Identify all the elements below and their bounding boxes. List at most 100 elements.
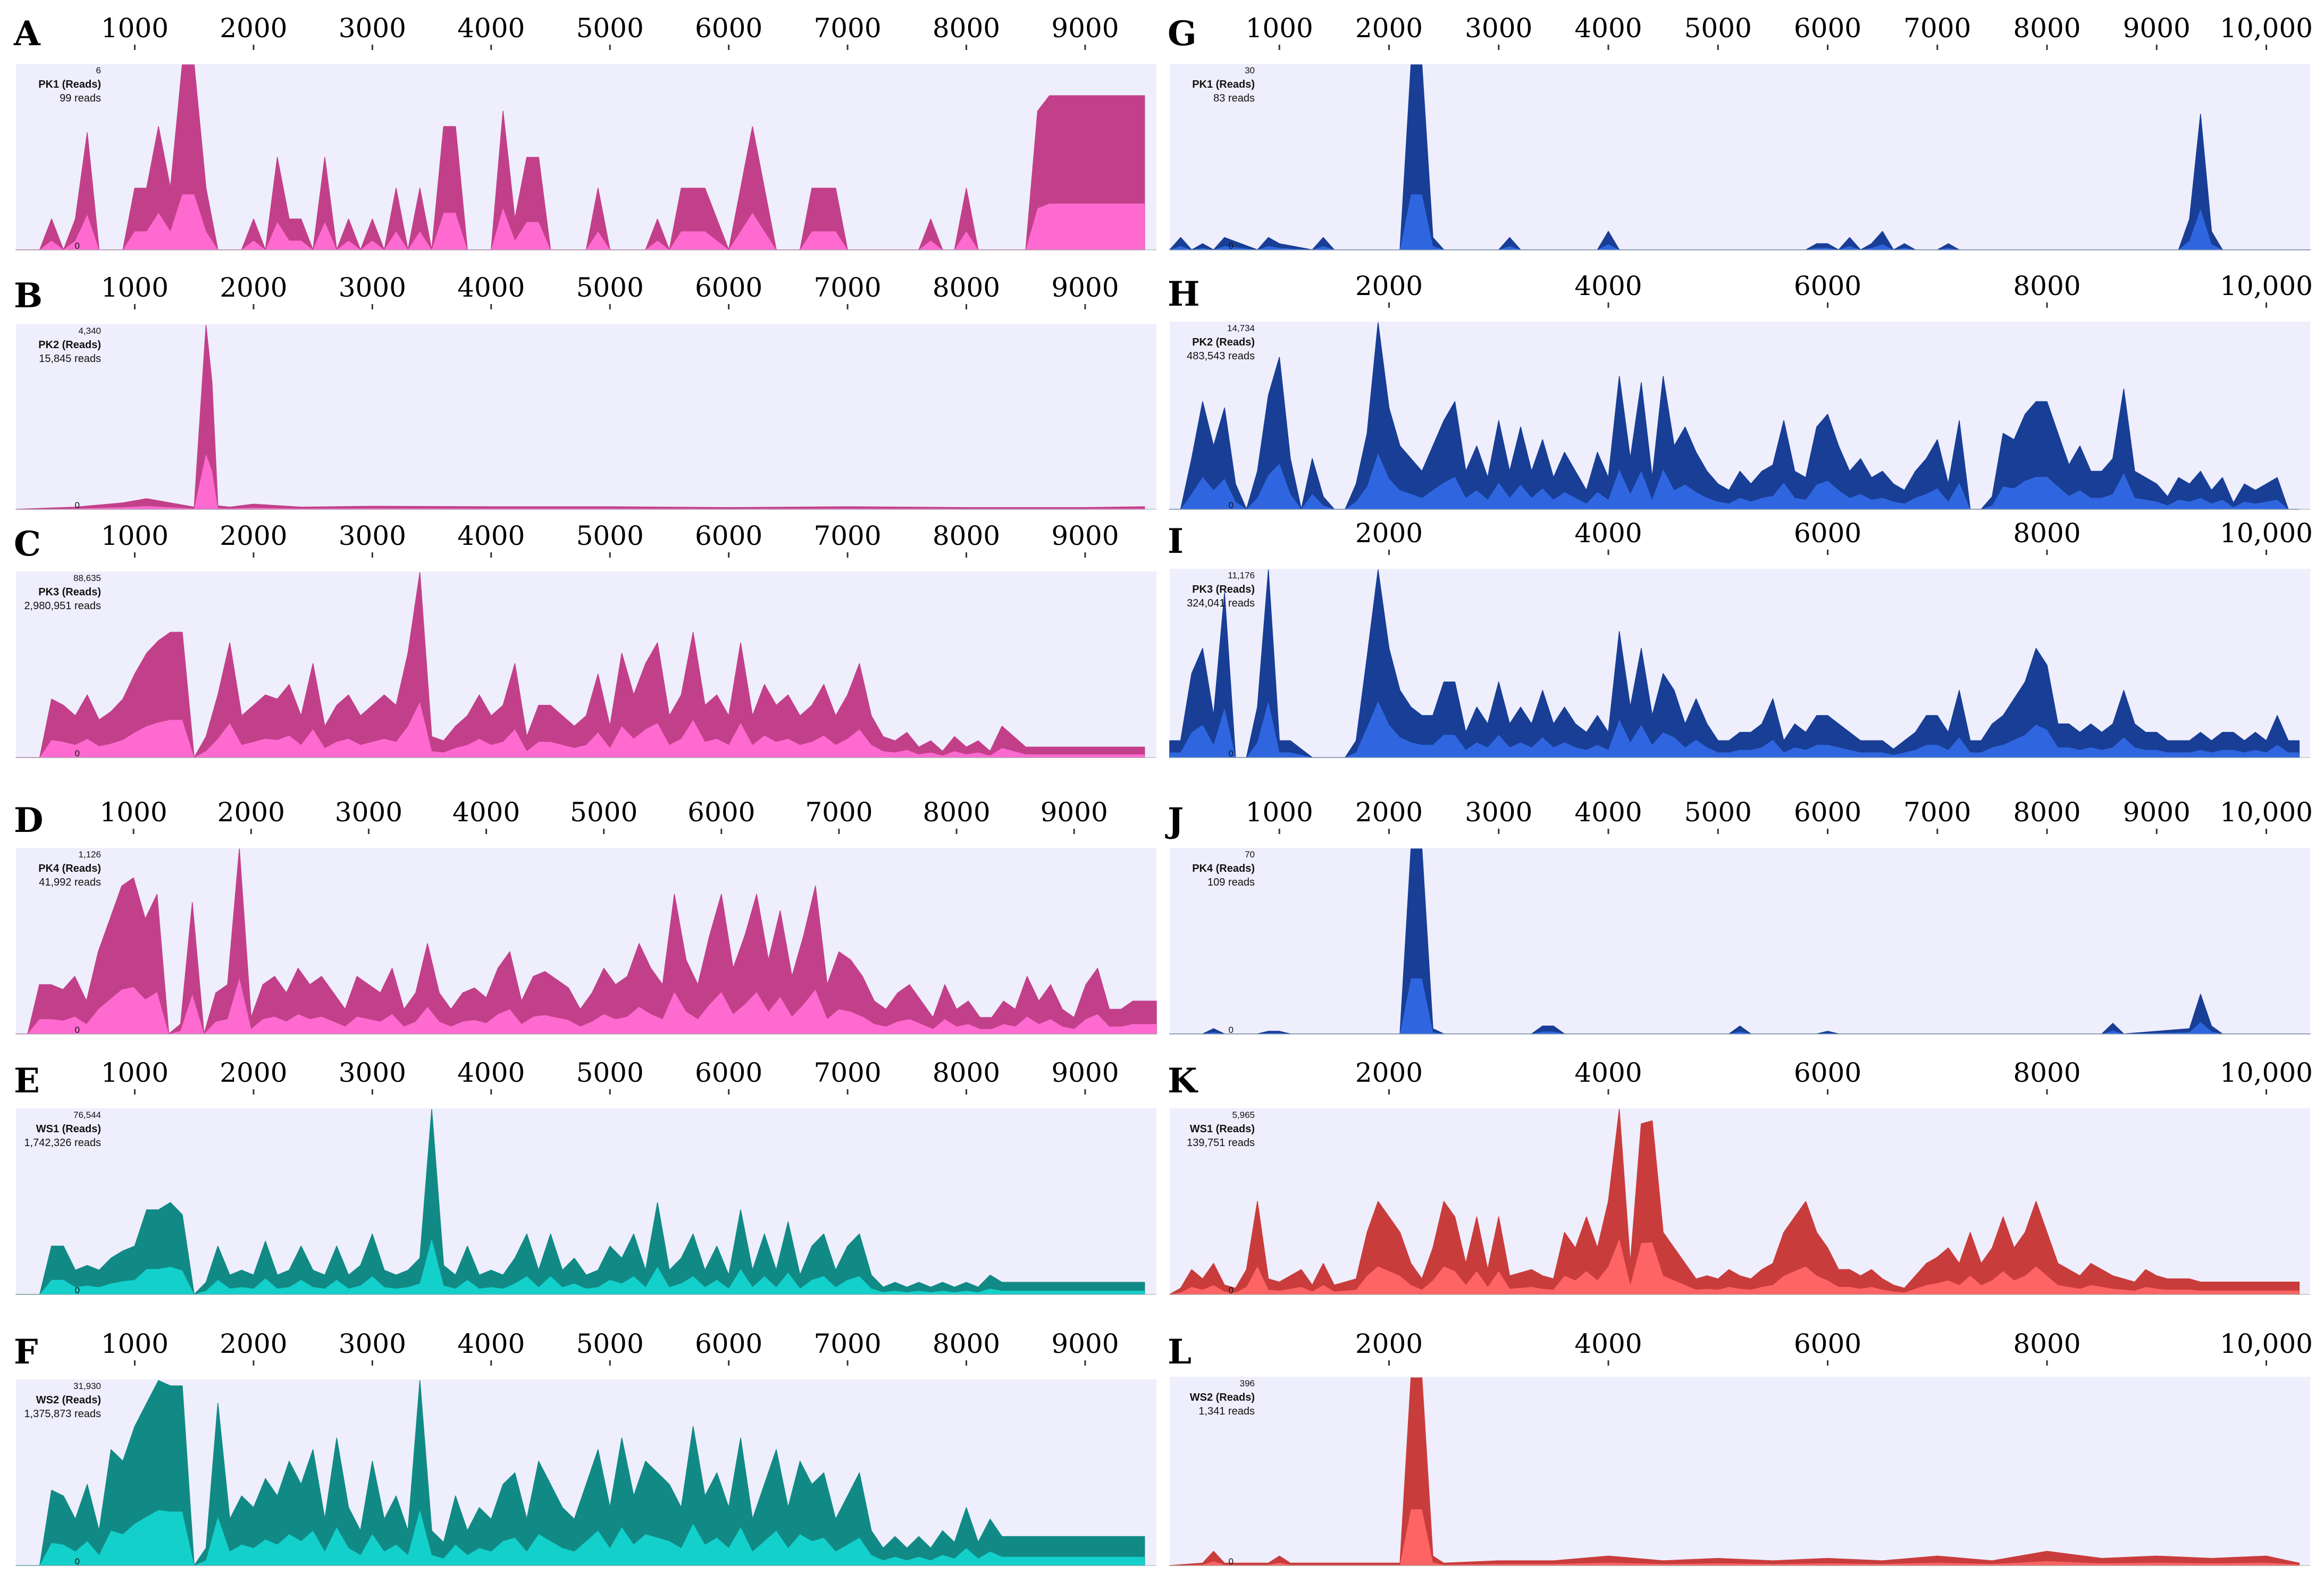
panel-letter-i: I bbox=[1168, 521, 1184, 561]
read-count: 99 reads bbox=[60, 92, 101, 104]
coverage-area bbox=[1169, 322, 2300, 510]
x-tick-label: 10,000 bbox=[2220, 1328, 2313, 1359]
x-tick-label: 8000 bbox=[2013, 13, 2080, 44]
series-label: WS1 (Reads) bbox=[36, 1123, 101, 1135]
x-tick-label: 8000 bbox=[933, 1328, 1000, 1359]
x-tick-label: 7000 bbox=[1903, 13, 1971, 44]
x-tick-label: 2000 bbox=[1355, 13, 1423, 44]
series-label: WS2 (Reads) bbox=[36, 1394, 101, 1406]
panel-letter-d: D bbox=[14, 801, 44, 840]
series-label: PK2 (Reads) bbox=[38, 339, 101, 351]
x-tick-label: 1000 bbox=[101, 272, 169, 303]
series-label: WS1 (Reads) bbox=[1190, 1123, 1255, 1135]
x-tick-label: 7000 bbox=[813, 1328, 881, 1359]
x-tick-label: 2000 bbox=[220, 1057, 287, 1088]
x-tick-label: 9000 bbox=[2123, 13, 2191, 44]
read-count: 15,845 reads bbox=[39, 353, 101, 365]
x-tick-label: 1000 bbox=[101, 520, 169, 551]
x-tick-label: 2000 bbox=[220, 13, 287, 44]
x-tick-label: 7000 bbox=[1903, 797, 1971, 828]
x-tick-label: 2000 bbox=[217, 797, 285, 828]
x-tick-label: 7000 bbox=[813, 272, 881, 303]
read-count: 324,041 reads bbox=[1187, 597, 1255, 609]
x-tick-label: 8000 bbox=[933, 13, 1000, 44]
coverage-area bbox=[15, 325, 1145, 510]
x-tick-label: 7000 bbox=[813, 13, 881, 44]
x-tick-label: 2000 bbox=[1355, 1328, 1423, 1359]
read-count: 139,751 reads bbox=[1187, 1137, 1255, 1149]
panel-letter-h: H bbox=[1168, 274, 1199, 314]
x-tick-label: 8000 bbox=[933, 272, 1000, 303]
y-max-label: 6 bbox=[96, 65, 101, 75]
coverage-area-inner bbox=[16, 1510, 1145, 1565]
y-min-label: 0 bbox=[75, 500, 80, 510]
x-tick-label: 7000 bbox=[813, 520, 881, 551]
coverage-area-inner bbox=[16, 194, 1145, 250]
coverage-area bbox=[15, 1380, 1145, 1566]
x-tick-label: 6000 bbox=[687, 797, 755, 828]
y-min-label: 0 bbox=[1229, 500, 1234, 510]
coverage-area-inner bbox=[1170, 194, 2310, 250]
x-tick-label: 10,000 bbox=[2220, 518, 2313, 549]
x-tick-label: 4000 bbox=[1574, 1057, 1642, 1088]
x-tick-label: 1000 bbox=[1246, 13, 1313, 44]
panel-letter-l: L bbox=[1168, 1332, 1192, 1372]
y-min-label: 0 bbox=[1229, 241, 1234, 251]
coverage-area bbox=[1169, 848, 2311, 1034]
y-min-label: 0 bbox=[1229, 1025, 1234, 1035]
x-tick-label: 4000 bbox=[1574, 271, 1642, 301]
x-tick-label: 1000 bbox=[100, 797, 167, 828]
x-tick-label: 5000 bbox=[576, 1057, 644, 1088]
x-tick-label: 4000 bbox=[457, 520, 525, 551]
x-tick-label: 4000 bbox=[1574, 13, 1642, 44]
coverage-area bbox=[1169, 1377, 2300, 1566]
x-tick-label: 2000 bbox=[220, 520, 287, 551]
y-max-label: 11,176 bbox=[1228, 570, 1255, 580]
y-max-label: 4,340 bbox=[78, 326, 101, 336]
x-tick-label: 8000 bbox=[922, 797, 990, 828]
x-tick-label: 4000 bbox=[452, 797, 520, 828]
series-label: PK1 (Reads) bbox=[38, 79, 101, 90]
coverage-area-inner bbox=[16, 1239, 1145, 1294]
read-count: 483,543 reads bbox=[1187, 350, 1255, 362]
x-tick-label: 4000 bbox=[1574, 518, 1642, 549]
read-count: 1,375,873 reads bbox=[24, 1408, 101, 1420]
x-tick-label: 1000 bbox=[101, 1057, 169, 1088]
x-tick-label: 2000 bbox=[1355, 1057, 1423, 1088]
x-tick-label: 6000 bbox=[1794, 797, 1861, 828]
coverage-area-inner bbox=[16, 978, 1156, 1034]
read-count: 1,341 reads bbox=[1198, 1405, 1255, 1417]
x-tick-label: 8000 bbox=[2013, 271, 2080, 301]
x-tick-label: 8000 bbox=[2013, 518, 2080, 549]
coverage-area-inner bbox=[1170, 1239, 2300, 1294]
y-max-label: 5,965 bbox=[1232, 1110, 1255, 1120]
x-tick-label: 5000 bbox=[576, 272, 644, 303]
x-tick-label: 10,000 bbox=[2220, 1057, 2313, 1088]
x-tick-label: 9000 bbox=[1051, 272, 1119, 303]
plot-background bbox=[16, 324, 1156, 509]
series-label: PK1 (Reads) bbox=[1192, 79, 1255, 90]
y-min-label: 0 bbox=[1229, 1285, 1234, 1295]
x-tick-label: 9000 bbox=[2123, 797, 2191, 828]
series-label: PK3 (Reads) bbox=[38, 586, 101, 598]
y-min-label: 0 bbox=[1229, 748, 1234, 759]
x-tick-label: 3000 bbox=[1465, 797, 1532, 828]
y-min-label: 0 bbox=[75, 241, 80, 251]
x-tick-label: 9000 bbox=[1051, 13, 1119, 44]
read-count: 83 reads bbox=[1213, 92, 1255, 104]
x-tick-label: 5000 bbox=[1684, 797, 1752, 828]
x-tick-label: 5000 bbox=[576, 1328, 644, 1359]
series-label: PK4 (Reads) bbox=[1192, 863, 1255, 874]
coverage-area-inner bbox=[1170, 978, 2310, 1034]
coverage-area bbox=[15, 1109, 1145, 1295]
coverage-area-inner bbox=[1170, 453, 2300, 509]
coverage-area bbox=[15, 572, 1145, 758]
x-tick-label: 2000 bbox=[1355, 797, 1423, 828]
y-max-label: 1,126 bbox=[78, 849, 101, 860]
x-tick-label: 3000 bbox=[1465, 13, 1532, 44]
x-tick-label: 6000 bbox=[1794, 271, 1861, 301]
x-tick-label: 5000 bbox=[1684, 13, 1752, 44]
y-max-label: 31,930 bbox=[73, 1381, 101, 1391]
x-tick-label: 4000 bbox=[1574, 1328, 1642, 1359]
x-tick-label: 4000 bbox=[457, 272, 525, 303]
